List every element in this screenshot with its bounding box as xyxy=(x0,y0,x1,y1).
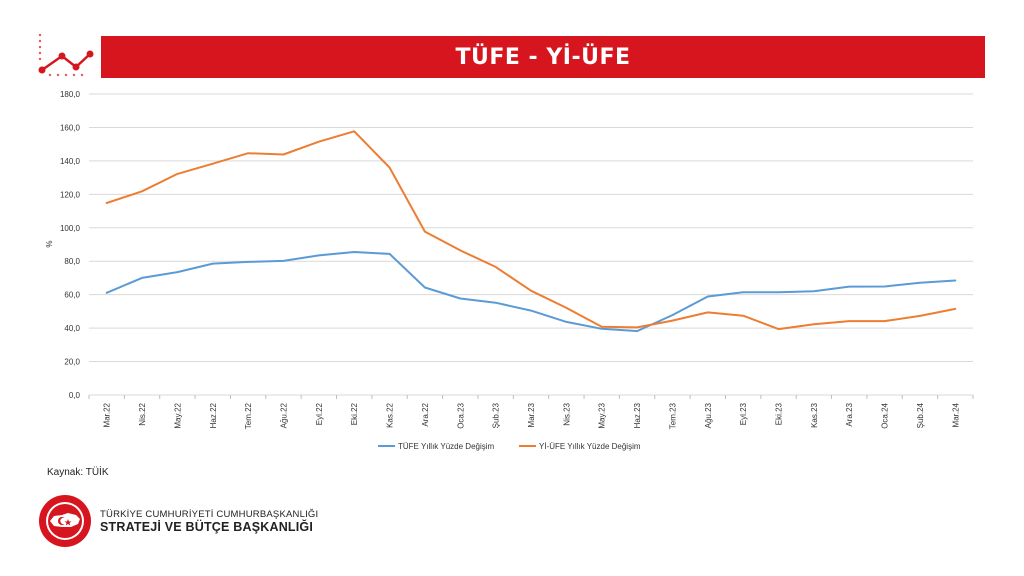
x-tick-label: May.23 xyxy=(598,402,607,428)
x-tick-label: Nis.23 xyxy=(562,402,571,425)
x-tick-label: Tem.23 xyxy=(668,402,677,429)
x-tick-label: Kas.23 xyxy=(810,402,819,427)
x-tick-label: Ağu.23 xyxy=(704,402,713,428)
trend-line-icon xyxy=(38,33,94,77)
y-tick-label: 60,0 xyxy=(64,291,80,300)
x-tick-label: Eki.22 xyxy=(350,402,359,425)
x-tick-label: Tem.22 xyxy=(244,402,253,429)
organization-logo: TÜRKİYE CUMHURİYETİ CUMHURBAŞKANLIĞI STR… xyxy=(38,494,318,550)
x-tick-label: Haz.23 xyxy=(633,402,642,428)
x-tick-label: Şub.24 xyxy=(916,402,925,428)
page-title: TÜFE - Yİ-ÜFE xyxy=(455,44,631,70)
y-tick-label: 100,0 xyxy=(60,224,81,233)
series-line-1 xyxy=(105,251,957,333)
x-tick-label: May.22 xyxy=(173,402,182,428)
series-line-2 xyxy=(105,130,957,331)
y-tick-label: 160,0 xyxy=(60,123,81,132)
title-banner: TÜFE - Yİ-ÜFE xyxy=(101,36,985,78)
y-tick-label: 40,0 xyxy=(64,324,80,333)
x-tick-label: Oca.23 xyxy=(456,402,465,428)
x-tick-label: Mar.24 xyxy=(951,402,960,427)
x-tick-label: Eyl.23 xyxy=(739,402,748,425)
legend-label: Yİ-ÜFE Yıllık Yüzde Değişim xyxy=(539,442,641,451)
x-tick-label: Şub.23 xyxy=(492,402,501,428)
organization-name-line2: STRATEJİ VE BÜTÇE BAŞKANLIĞI xyxy=(100,520,314,534)
x-tick-label: Nis.22 xyxy=(138,402,147,425)
x-tick-label: Eki.23 xyxy=(775,402,784,425)
legend-label: TÜFE Yıllık Yüzde Değişim xyxy=(398,442,495,451)
x-tick-label: Oca.24 xyxy=(881,402,890,428)
x-tick-label: Ara.22 xyxy=(421,402,430,426)
y-tick-label: 0,0 xyxy=(69,391,81,400)
seal-icon xyxy=(39,495,91,547)
y-tick-label: 180,0 xyxy=(60,90,81,99)
y-tick-label: 80,0 xyxy=(64,257,80,266)
x-tick-label: Ara.23 xyxy=(845,402,854,426)
x-tick-label: Mar.22 xyxy=(103,402,112,427)
y-tick-label: 140,0 xyxy=(60,157,81,166)
x-tick-label: Mar.23 xyxy=(527,402,536,427)
source-note: Kaynak: TÜİK xyxy=(47,467,109,478)
x-tick-label: Kas.22 xyxy=(386,402,395,427)
x-tick-label: Ağu.22 xyxy=(279,402,288,428)
y-tick-label: 20,0 xyxy=(64,358,80,367)
x-tick-label: Haz.22 xyxy=(209,402,218,428)
organization-name-line1: TÜRKİYE CUMHURİYETİ CUMHURBAŞKANLIĞI xyxy=(100,509,319,520)
y-tick-label: 120,0 xyxy=(60,190,81,199)
line-chart: 0,0 20,0 40,0 60,0 80,0 100,0 120,0 140,0 160,0 1… xyxy=(45,90,974,451)
y-axis-label: % xyxy=(45,240,54,247)
x-tick-label: Eyl.22 xyxy=(315,402,324,425)
